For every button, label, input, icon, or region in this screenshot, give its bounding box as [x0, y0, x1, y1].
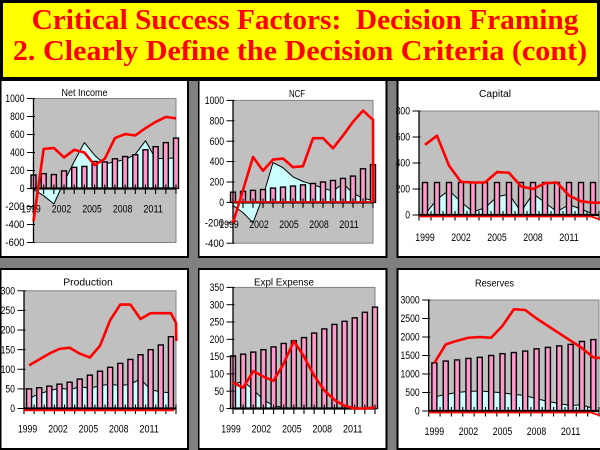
svg-text:2000: 2000	[401, 332, 420, 344]
svg-text:Net Income: Net Income	[62, 88, 108, 99]
svg-text:1999: 1999	[221, 424, 241, 436]
svg-text:2011: 2011	[339, 219, 359, 231]
svg-text:-400: -400	[5, 219, 24, 231]
svg-text:300: 300	[210, 299, 224, 311]
svg-text:1999: 1999	[18, 424, 38, 436]
svg-text:2002: 2002	[52, 204, 72, 216]
svg-text:2002: 2002	[459, 426, 479, 438]
svg-text:2008: 2008	[309, 219, 329, 231]
svg-text:-400: -400	[205, 238, 224, 250]
svg-text:0: 0	[405, 210, 410, 222]
svg-text:-200: -200	[5, 201, 24, 213]
svg-text:2008: 2008	[109, 424, 129, 436]
svg-text:2002: 2002	[252, 424, 272, 436]
svg-text:Production: Production	[63, 278, 113, 289]
svg-text:600: 600	[396, 132, 410, 144]
svg-text:500: 500	[405, 387, 419, 399]
svg-text:Reserves: Reserves	[475, 279, 514, 290]
svg-text:2005: 2005	[82, 204, 102, 216]
svg-text:2011: 2011	[143, 204, 163, 216]
svg-text:-200: -200	[205, 217, 224, 229]
svg-text:1999: 1999	[219, 219, 239, 231]
svg-text:50: 50	[214, 386, 224, 398]
svg-text:Capital: Capital	[479, 89, 511, 100]
svg-text:400: 400	[396, 158, 410, 170]
svg-text:0: 0	[415, 406, 420, 418]
svg-text:200: 200	[10, 165, 24, 177]
svg-text:0: 0	[219, 403, 224, 415]
svg-text:1000: 1000	[5, 93, 24, 105]
svg-text:250: 250	[1, 305, 15, 317]
svg-text:600: 600	[210, 136, 224, 148]
svg-text:100: 100	[1, 364, 15, 376]
svg-text:400: 400	[210, 156, 224, 168]
svg-text:100: 100	[210, 369, 224, 381]
svg-text:200: 200	[210, 334, 224, 346]
svg-text:0: 0	[219, 197, 224, 209]
svg-text:1999: 1999	[415, 232, 435, 244]
svg-text:300: 300	[1, 285, 15, 297]
svg-text:2005: 2005	[79, 424, 99, 436]
svg-text:150: 150	[210, 351, 224, 363]
svg-text:600: 600	[10, 129, 24, 141]
svg-text:2008: 2008	[527, 426, 547, 438]
svg-text:2011: 2011	[561, 426, 581, 438]
svg-text:800: 800	[10, 111, 24, 123]
svg-text:0: 0	[10, 403, 15, 415]
svg-text:50: 50	[5, 383, 15, 395]
svg-text:1999: 1999	[425, 426, 445, 438]
svg-text:Expl Expense: Expl Expense	[254, 278, 314, 289]
svg-text:350: 350	[210, 282, 224, 294]
svg-text:150: 150	[1, 344, 15, 356]
svg-text:2002: 2002	[48, 424, 68, 436]
svg-text:200: 200	[396, 184, 410, 196]
svg-text:3000: 3000	[401, 295, 420, 307]
svg-text:2011: 2011	[559, 232, 579, 244]
svg-text:2500: 2500	[401, 313, 420, 325]
svg-text:2002: 2002	[451, 232, 471, 244]
svg-text:2011: 2011	[139, 424, 159, 436]
svg-text:2002: 2002	[249, 219, 269, 231]
svg-text:2011: 2011	[343, 424, 363, 436]
svg-text:2008: 2008	[523, 232, 543, 244]
svg-text:400: 400	[10, 147, 24, 159]
svg-text:1000: 1000	[401, 369, 420, 381]
svg-text:-600: -600	[5, 237, 24, 249]
svg-text:2005: 2005	[279, 219, 299, 231]
svg-text:2005: 2005	[493, 426, 513, 438]
svg-text:1500: 1500	[401, 350, 420, 362]
svg-text:0: 0	[20, 183, 25, 195]
svg-text:1999: 1999	[21, 204, 41, 216]
svg-text:200: 200	[1, 325, 15, 337]
svg-text:1000: 1000	[205, 95, 224, 107]
svg-text:2008: 2008	[113, 204, 133, 216]
svg-text:2005: 2005	[487, 232, 507, 244]
svg-text:800: 800	[210, 115, 224, 127]
svg-text:800: 800	[396, 106, 410, 118]
svg-text:2008: 2008	[313, 424, 333, 436]
svg-text:2005: 2005	[282, 424, 302, 436]
svg-text:200: 200	[210, 177, 224, 189]
svg-text:250: 250	[210, 317, 224, 329]
svg-text:NCF: NCF	[289, 89, 305, 100]
